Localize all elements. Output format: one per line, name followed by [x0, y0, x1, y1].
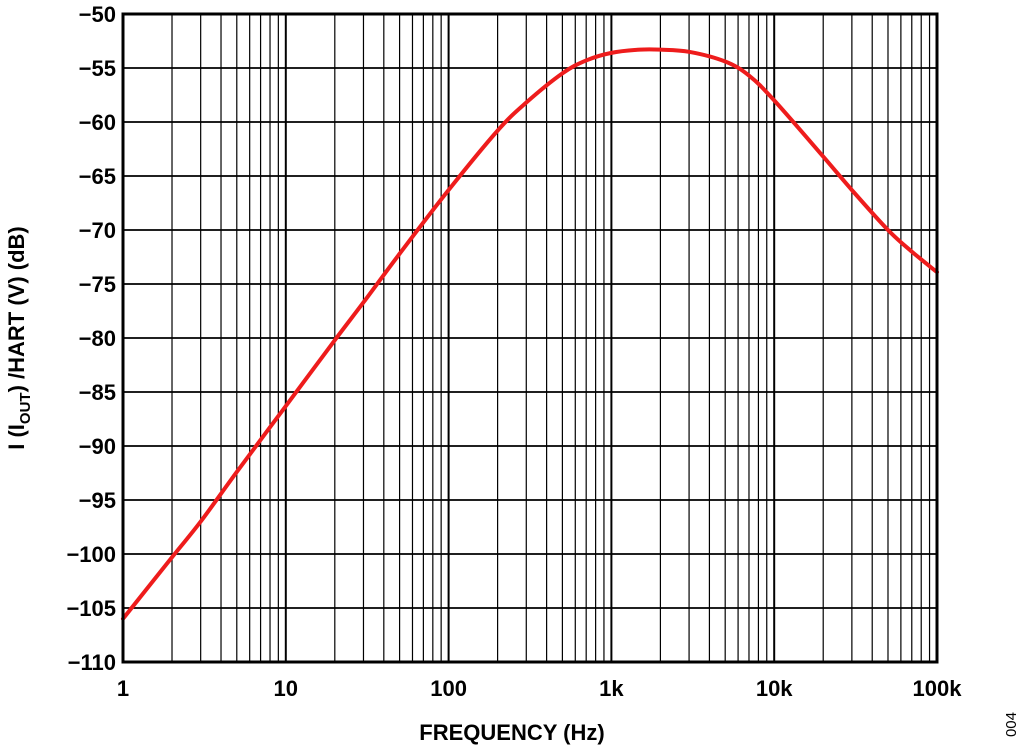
series-layer — [121, 47, 939, 621]
x-tick-label: 100k — [913, 676, 963, 701]
plot-frame — [121, 12, 939, 664]
grid — [122, 13, 937, 663]
x-tick-label: 1k — [599, 676, 624, 701]
y-axis-label-pre: I (I — [4, 424, 29, 450]
x-tick-label: 10 — [274, 676, 298, 701]
y-tick-label: −65 — [79, 164, 116, 189]
x-tick-label: 1 — [117, 676, 129, 701]
y-axis-label-sub: OUT — [17, 392, 34, 424]
y-tick-label: −55 — [79, 56, 116, 81]
y-tick-label: −100 — [66, 542, 116, 567]
x-tick-labels: 1 10 100 1k 10k 100k — [117, 676, 962, 701]
series-line — [121, 47, 939, 621]
y-tick-label: −90 — [79, 434, 116, 459]
y-tick-label: −110 — [68, 650, 116, 675]
y-tick-labels: −50 −55 −60 −65 −70 −75 −80 −85 −90 −95 −100 −105 −1… — [66, 2, 116, 675]
y-tick-label: −75 — [79, 272, 116, 297]
y-tick-label: −95 — [79, 488, 116, 513]
y-axis-label-post: ) /HART (V) (dB) — [4, 226, 29, 392]
y-tick-label: −80 — [79, 326, 116, 351]
y-tick-label: −70 — [79, 218, 116, 243]
y-tick-label: −85 — [79, 380, 116, 405]
x-tick-label: 10k — [756, 676, 793, 701]
x-axis-label: FREQUENCY (Hz) — [419, 720, 604, 745]
y-tick-label: −60 — [79, 110, 116, 135]
y-tick-label: −105 — [66, 596, 116, 621]
y-tick-label: −50 — [79, 2, 116, 27]
figure-id: 004 — [1003, 712, 1020, 737]
x-tick-label: 100 — [430, 676, 467, 701]
y-axis-label: I (IOUT) /HART (V) (dB) — [4, 226, 34, 450]
